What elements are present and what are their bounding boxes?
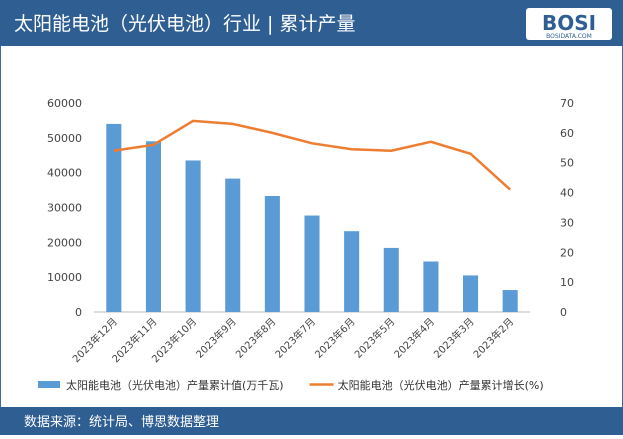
legend-label: 太阳能电池（光伏电池）产量累计值(万千瓦) [66,378,284,392]
y-tick-label: 50000 [47,132,82,145]
bar [423,261,439,312]
y-tick-label: 60000 [47,97,82,110]
y2-tick-label: 70 [560,97,574,110]
logo-sub: BOSIDATA.COM [546,33,592,40]
header-band [0,0,623,46]
y-tick-label: 30000 [47,202,82,215]
y-tick-label: 20000 [47,236,82,249]
y2-tick-label: 10 [560,276,574,289]
legend-label: 太阳能电池（光伏电池）产量累计增长(%) [338,378,544,392]
bar [225,178,241,312]
line [113,119,512,191]
y2-tick-label: 40 [560,187,574,200]
bar [304,215,320,312]
logo-box [526,8,612,40]
y-tick-label: 40000 [47,167,82,180]
bar [502,290,518,312]
bar [106,123,122,313]
title: 太阳能电池（光伏电池）行业 | 累计产量 [14,13,355,35]
y2-tick-label: 50 [560,157,574,170]
bar [463,275,479,312]
bar [383,247,399,312]
footer-band [0,407,623,435]
bar [344,231,360,312]
bar [264,196,280,312]
y2-tick-label: 60 [560,127,574,140]
legend-swatch [38,381,60,388]
y2-tick-label: 0 [560,306,567,319]
y-tick-label: 0 [75,306,82,319]
y2-tick-label: 20 [560,246,574,259]
y-tick-label: 10000 [47,271,82,284]
bar [185,160,201,312]
y2-tick-label: 30 [560,216,574,229]
logo: BOSI [542,11,596,35]
bar [145,141,161,312]
source: 数据来源：统计局、博思数据整理 [24,415,219,430]
